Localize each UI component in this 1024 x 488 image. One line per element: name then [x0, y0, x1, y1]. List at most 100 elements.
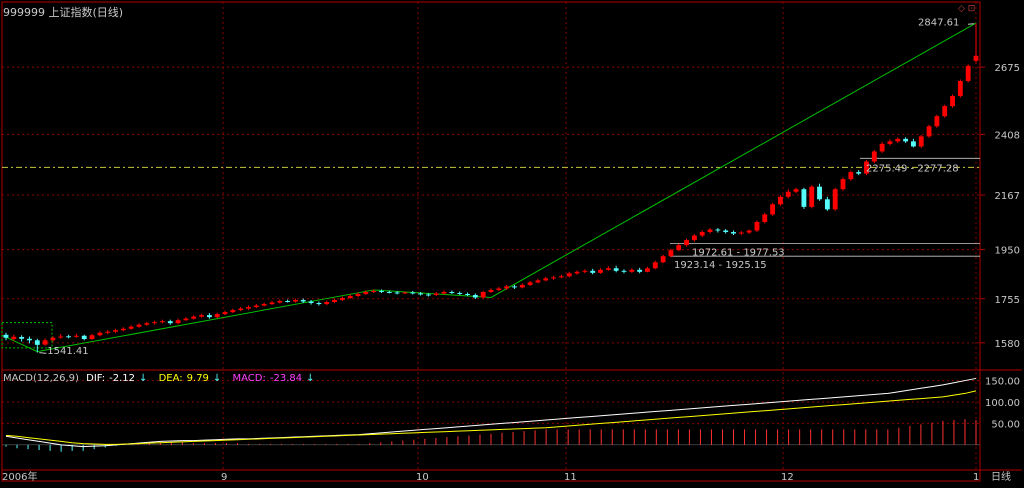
candle-body	[629, 269, 635, 272]
level-annotation: 1972.61 - 1977.53	[692, 247, 785, 258]
candle-body	[965, 65, 971, 81]
macd-indicator-name[interactable]: MACD(12,26,9)	[3, 373, 79, 384]
candle-body	[613, 268, 619, 271]
candle-body	[457, 292, 463, 294]
candle-body	[293, 300, 298, 302]
candle-body	[73, 335, 79, 337]
candle-body	[527, 282, 533, 285]
candle-body	[410, 292, 416, 294]
candle-body	[707, 229, 713, 233]
candle-body	[34, 340, 40, 345]
candle-body	[324, 302, 330, 305]
macd-tick-label: 50.00	[991, 419, 1020, 430]
candle-body	[402, 292, 408, 294]
candle-body	[253, 305, 259, 308]
candle-body	[175, 320, 181, 324]
dif-arrow-icon: ↓	[139, 373, 148, 384]
macd-tick-label: 100.00	[985, 398, 1020, 409]
level-annotation: 1923.14 - 1925.15	[674, 260, 767, 271]
candle-body	[762, 214, 768, 222]
candle-body	[363, 291, 369, 294]
y-tick-label: 1755	[995, 295, 1020, 306]
y-tick-label: 1580	[995, 339, 1020, 350]
macd-arrow-icon: ↓	[306, 373, 315, 384]
candle-body	[379, 290, 384, 292]
high-pointer	[967, 23, 975, 25]
candle-body	[817, 186, 822, 200]
candle-body	[19, 337, 25, 339]
candle-body	[895, 138, 901, 142]
candle-body	[684, 240, 689, 246]
high-annotation: 2847.61	[918, 18, 959, 29]
candle-body	[950, 96, 955, 107]
candle-body	[58, 336, 64, 338]
y-tick-label: 1950	[995, 246, 1020, 257]
candle-body	[418, 293, 424, 295]
candle-body	[848, 172, 854, 180]
candle-body	[386, 291, 392, 293]
candle-body	[371, 290, 377, 292]
candle-body	[238, 308, 244, 311]
candle-body	[910, 141, 916, 147]
candle-body	[11, 336, 17, 340]
candle-body	[801, 189, 807, 207]
low-annotation: 1541.41	[47, 346, 88, 357]
candle-body	[770, 204, 776, 215]
candle-body	[809, 186, 815, 207]
candle-body	[903, 138, 909, 142]
x-tick-label: 11	[564, 472, 577, 483]
candle-body	[425, 294, 431, 296]
candle-body	[754, 221, 760, 231]
candle-body	[285, 301, 291, 303]
candle-body	[668, 250, 674, 257]
chart-frame	[1, 1, 981, 482]
candle-body	[81, 335, 87, 340]
candle-body	[519, 284, 525, 288]
candle-body	[731, 232, 736, 234]
candle-body	[167, 321, 173, 324]
candle-body	[89, 335, 95, 340]
candle-body	[50, 337, 56, 341]
candle-body	[605, 268, 611, 270]
candle-body	[183, 318, 189, 321]
candle-body	[261, 304, 267, 306]
dif-value: -2.12	[109, 373, 136, 384]
candle-body	[918, 136, 924, 147]
candle-body	[856, 172, 862, 174]
dea-value: 9.79	[186, 373, 209, 384]
candle-body	[3, 334, 9, 338]
candle-body	[934, 116, 940, 127]
candle-body	[746, 230, 752, 233]
candle-body	[879, 143, 885, 152]
x-tick-label: 2006年	[2, 470, 37, 483]
low-pointer	[39, 352, 47, 354]
candle-body	[926, 126, 932, 137]
candle-body	[488, 289, 494, 292]
candle-body	[433, 293, 439, 295]
x-tick-label: 1	[973, 472, 979, 483]
candle-body	[824, 199, 830, 210]
macd-legend: MACD(12,26,9) DIF: -2.12 ↓ DEA: 9.79 ↓ MACD:…	[3, 373, 323, 384]
candle-body	[582, 270, 588, 272]
x-tick-label: 12	[781, 472, 794, 483]
candle-body	[230, 310, 236, 313]
candle-body	[191, 316, 197, 319]
candle-body	[957, 80, 963, 97]
candle-body	[645, 268, 650, 272]
trend-line	[1, 22, 977, 353]
candle-body	[105, 331, 111, 333]
candle-body	[504, 286, 510, 289]
candle-body	[120, 328, 126, 331]
candle-body	[339, 298, 345, 301]
y-tick-label: 2167	[995, 191, 1020, 202]
candle-body	[144, 323, 150, 325]
corner-tool-icons[interactable]: ◇ ⊡	[958, 4, 976, 14]
candle-body	[566, 273, 572, 277]
candle-body	[621, 270, 627, 272]
candle-body	[480, 291, 486, 298]
candle-body	[347, 295, 353, 298]
candle-body	[590, 270, 596, 273]
candle-body	[864, 161, 869, 174]
dif-line	[5, 377, 977, 448]
